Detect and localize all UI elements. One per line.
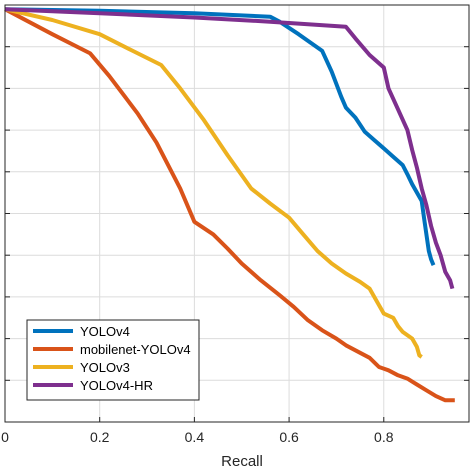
series-line-yolov4-hr [4,7,455,290]
series-line-mobilenet-yolov4 [4,7,455,403]
x-tick-label: 0.2 [90,429,110,445]
legend-label-mobilenet-yolov4: mobilenet-YOLOv4 [80,342,191,357]
x-tick-label: 0 [1,429,9,445]
x-axis-label: Recall [221,453,263,470]
x-tick-labels: 0 0.2 0.4 0.6 0.8 [1,429,394,445]
legend-label-yolov4: YOLOv4 [80,324,130,339]
series-lines [4,7,455,403]
x-tick-label: 0.6 [279,429,299,445]
x-tick-label: 0.8 [374,429,394,445]
axis-ticks [4,46,469,422]
series-line-yolov3 [4,7,423,359]
legend-label-yolov4-hr: YOLOv4-HR [80,378,153,393]
legend: YOLOv4 mobilenet-YOLOv4 YOLOv3 YOLOv4-HR [26,319,200,401]
x-tick-label: 0.4 [185,429,205,445]
legend-label-yolov3: YOLOv3 [80,360,130,375]
